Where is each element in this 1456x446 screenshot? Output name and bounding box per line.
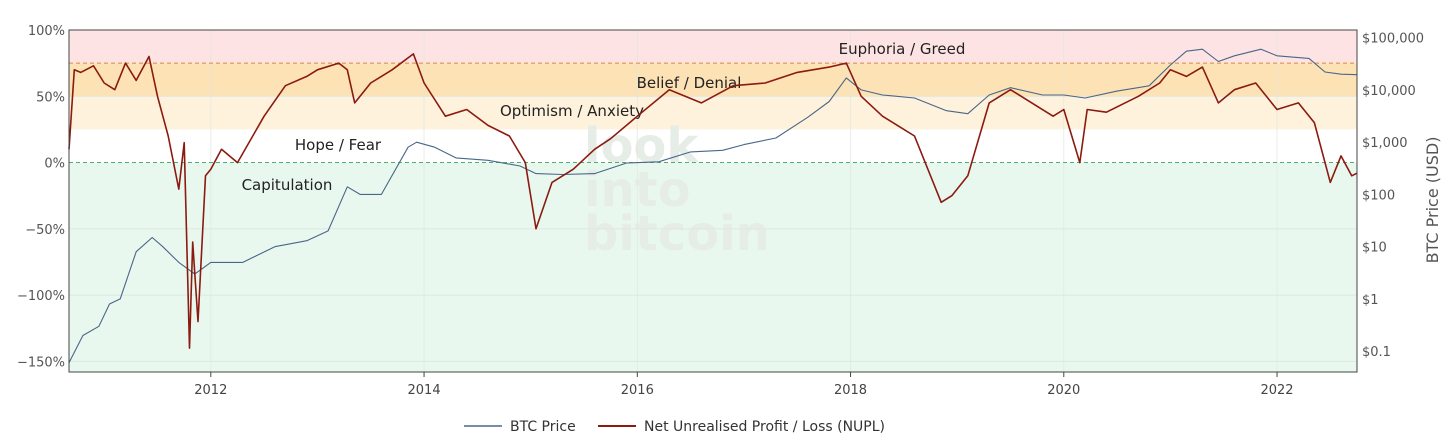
- right-tick-label: $10: [1362, 241, 1387, 256]
- x-tick-label: 2022: [1260, 383, 1293, 398]
- legend-label-btc-price[interactable]: BTC Price: [510, 419, 576, 435]
- zone-band-2: [69, 96, 1357, 130]
- watermark-line-1: look: [584, 118, 699, 174]
- left-tick-label: 50%: [36, 90, 65, 105]
- left-tick-label: −150%: [17, 355, 65, 370]
- zone-label-0: Euphoria / Greed: [839, 40, 966, 58]
- right-axis-ticks: $100,000 $10,000 $1,000 $100 $10 $1 $0.1: [1362, 32, 1424, 361]
- zone-label-1: Belief / Denial: [637, 74, 742, 92]
- left-tick-label: 100%: [28, 24, 65, 39]
- x-tick-label: 2016: [621, 383, 654, 398]
- x-axis-ticks: 2012 2014 2016 2018 2020 2022: [194, 372, 1294, 398]
- series-btc-price: [68, 48, 1358, 364]
- watermark-line-3: bitcoin: [584, 206, 770, 262]
- zone-label-4: Capitulation: [242, 176, 333, 194]
- left-axis-ticks: 100% 50% 0% −50% −100% −150%: [17, 24, 65, 370]
- zone-band-0: [69, 30, 1357, 64]
- right-tick-label: $10,000: [1362, 84, 1416, 99]
- zone-bands: [69, 30, 1357, 372]
- right-tick-label: $100,000: [1362, 32, 1424, 47]
- series-nupl-line: [68, 53, 1358, 349]
- x-tick-label: 2014: [408, 383, 441, 398]
- left-tick-label: −50%: [25, 223, 65, 238]
- zone-band-1: [69, 63, 1357, 97]
- right-axis-title: BTC Price (USD): [1423, 137, 1442, 264]
- right-tick-label: $1: [1362, 293, 1379, 308]
- right-tick-label: $100: [1362, 188, 1395, 203]
- series-price-line: [68, 48, 1358, 364]
- plot-frame: [68, 29, 1358, 373]
- zone-band-4: [69, 162, 1357, 372]
- x-tick-label: 2018: [834, 383, 867, 398]
- zone-label-3: Hope / Fear: [295, 136, 382, 154]
- zone-labels: Euphoria / Greed Belief / Denial Optimism …: [242, 40, 966, 194]
- zone-band-3: [69, 129, 1357, 163]
- series-nupl: [68, 53, 1358, 349]
- zone-label-2: Optimism / Anxiety: [500, 102, 644, 120]
- right-tick-label: $1,000: [1362, 136, 1408, 151]
- x-tick-label: 2020: [1047, 383, 1080, 398]
- legend: BTC Price Net Unrealised Profit / Loss (…: [464, 419, 885, 435]
- right-tick-label: $0.1: [1362, 345, 1391, 360]
- x-tick-label: 2012: [194, 383, 227, 398]
- legend-label-nupl[interactable]: Net Unrealised Profit / Loss (NUPL): [644, 419, 885, 435]
- left-tick-label: −100%: [17, 289, 65, 304]
- left-tick-label: 0%: [44, 157, 65, 172]
